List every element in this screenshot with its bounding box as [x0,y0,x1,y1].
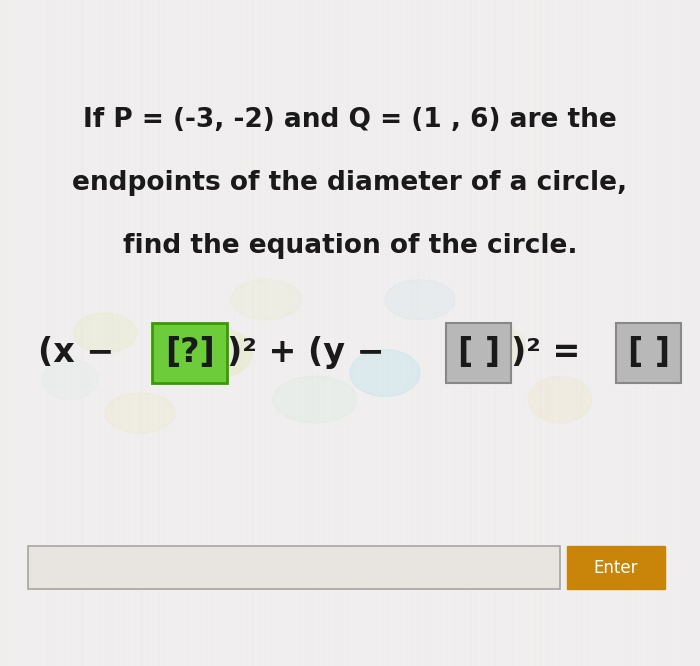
Text: Enter: Enter [594,559,638,577]
Text: [?]: [?] [165,336,215,370]
FancyBboxPatch shape [152,323,228,383]
FancyBboxPatch shape [567,546,665,589]
Ellipse shape [74,313,136,353]
Text: endpoints of the diameter of a circle,: endpoints of the diameter of a circle, [72,170,628,196]
Text: )² + (y −: )² + (y − [228,336,397,370]
Ellipse shape [273,376,357,423]
Ellipse shape [528,376,592,423]
Ellipse shape [231,280,301,320]
Ellipse shape [455,323,525,370]
Ellipse shape [168,326,252,380]
Ellipse shape [350,350,420,396]
FancyBboxPatch shape [28,546,560,589]
Text: find the equation of the circle.: find the equation of the circle. [122,233,577,260]
Ellipse shape [42,360,98,400]
Text: If P = (-3, -2) and Q = (1 , 6) are the: If P = (-3, -2) and Q = (1 , 6) are the [83,107,617,133]
Text: [ ]: [ ] [628,336,670,370]
Text: )² =: )² = [512,336,592,370]
Ellipse shape [105,393,175,433]
FancyBboxPatch shape [616,323,682,383]
Text: [ ]: [ ] [458,336,500,370]
FancyBboxPatch shape [446,323,512,383]
Text: (x −: (x − [38,336,127,370]
Ellipse shape [385,280,455,320]
